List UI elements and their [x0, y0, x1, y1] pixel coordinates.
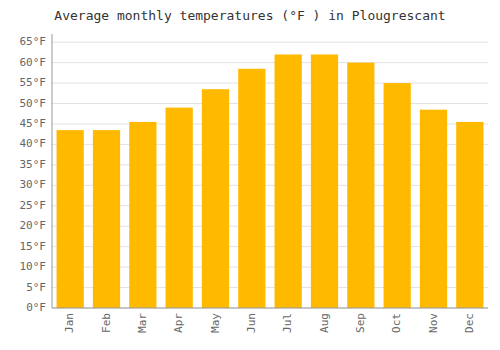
y-tick-label: 40°F — [20, 137, 47, 150]
y-tick-label: 0°F — [26, 301, 46, 314]
bars — [57, 54, 484, 308]
x-tick-label: Feb — [100, 313, 113, 333]
y-tick-label: 5°F — [26, 281, 46, 294]
y-tick-label: 10°F — [20, 260, 47, 273]
y-tick-label: 50°F — [20, 97, 47, 110]
grid — [52, 42, 488, 308]
bar — [93, 130, 120, 308]
grid-line — [52, 83, 488, 84]
grid-line — [52, 42, 488, 43]
bar — [202, 89, 229, 308]
chart-container: 0°F 5°F 10°F 15°F 20°F 25°F 30°F 35°F 40°F 45°F 50… — [0, 0, 500, 350]
x-tick-label: Jan — [63, 313, 76, 333]
y-tick-label: 45°F — [20, 117, 47, 130]
x-tick-label: Mar — [136, 313, 149, 333]
bar — [384, 83, 411, 308]
bar — [275, 54, 302, 308]
x-tick-label: Oct — [390, 313, 403, 333]
y-tick-label: 25°F — [20, 199, 47, 212]
chart: 0°F 5°F 10°F 15°F 20°F 25°F 30°F 35°F 40°F 45°F 50… — [0, 0, 500, 350]
bar — [456, 122, 483, 308]
y-tick-label: 35°F — [20, 158, 47, 171]
x-tick-label: Nov — [427, 313, 440, 333]
bar — [238, 69, 265, 308]
x-axis-line — [52, 308, 488, 309]
y-tick-label: 20°F — [20, 219, 47, 232]
bar — [347, 63, 374, 308]
x-tick-label: May — [209, 313, 222, 333]
bar — [166, 108, 193, 308]
x-tick-labels: Jan Feb Mar Apr May Jun Jul Aug Sep Oct Nov Dec — [63, 313, 476, 333]
x-tick-label: Aug — [318, 313, 331, 333]
x-tick-label: Jul — [281, 313, 294, 333]
y-tick-label: 65°F — [20, 35, 47, 48]
y-tick-label: 60°F — [20, 56, 47, 69]
x-tick-label: Apr — [172, 313, 185, 333]
grid-line — [52, 62, 488, 63]
bar — [420, 110, 447, 308]
grid-line — [52, 103, 488, 104]
y-tick-labels: 0°F 5°F 10°F 15°F 20°F 25°F 30°F 35°F 40°F 45°F 50… — [20, 35, 47, 314]
title: Average monthly temperatures (°F ) in Pl… — [54, 8, 445, 23]
x-tick-label: Jun — [245, 313, 258, 333]
bar — [129, 122, 156, 308]
y-tick-label: 15°F — [20, 240, 47, 253]
grid-line — [52, 308, 488, 309]
x-tick-label: Dec — [463, 313, 476, 333]
bar — [311, 54, 338, 308]
y-tick-label: 55°F — [20, 76, 47, 89]
x-tick-label: Sep — [354, 313, 367, 333]
bar — [57, 130, 84, 308]
y-tick-label: 30°F — [20, 178, 47, 191]
y-axis-line — [52, 34, 53, 308]
